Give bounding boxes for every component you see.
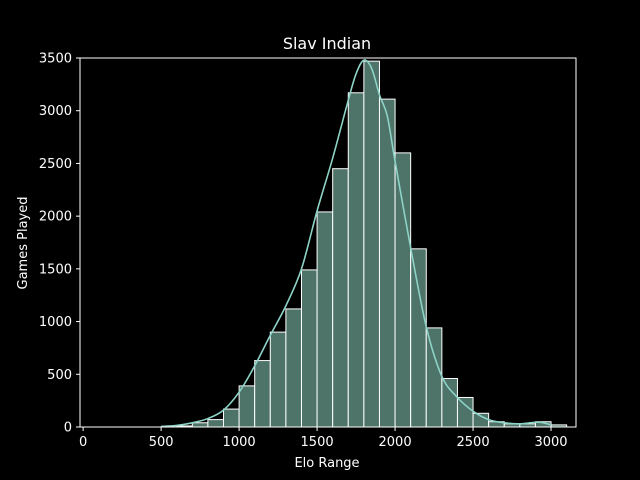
histogram-bar-8 [222,408,240,428]
histogram-bar-20 [410,248,427,428]
y-tick-label-7: 3500 [39,52,72,67]
y-tick-label-6: 3000 [39,104,72,119]
plot-frame [79,57,577,428]
x-tick-label-3: 1500 [301,435,334,450]
histogram-bar-14 [316,211,334,428]
chart-title: Slav Indian [283,34,371,53]
bars-group [160,60,568,428]
y-tick-label-2: 1000 [39,315,72,330]
histogram-bar-23 [456,396,474,428]
histogram-bar-10 [254,360,271,428]
histogram-bar-22 [441,378,458,428]
histogram-bar-19 [394,152,412,428]
histogram-bar-17 [363,60,380,428]
histogram-bar-11 [269,331,287,428]
y-axis-label: Games Played [16,197,31,290]
histogram-bar-9 [238,385,256,428]
x-tick-label-6: 3000 [534,435,567,450]
x-tick-label-1: 500 [149,435,174,450]
x-axis-ticks: 0 500 1000 1500 2000 2500 3000 [79,427,568,450]
y-tick-label-0: 0 [64,421,72,436]
x-tick-label-2: 1000 [223,435,256,450]
y-axis-ticks: 0 500 1000 1500 2000 2500 3000 3500 [39,52,80,436]
y-tick-label-4: 2000 [39,210,72,225]
x-axis-label: Elo Range [294,456,359,471]
histogram-bar-12 [285,308,302,428]
y-tick-label-5: 2500 [39,157,72,172]
x-tick-label-4: 2000 [379,435,412,450]
y-tick-label-3: 1500 [39,262,72,277]
histogram-bar-7 [207,419,224,428]
histogram-bar-16 [347,92,365,428]
histogram-bar-21 [425,327,443,428]
histogram-bar-6 [191,422,209,428]
histogram-bar-15 [332,168,349,428]
x-tick-label-5: 2500 [457,435,490,450]
histogram-bar-13 [300,269,318,428]
kde-curve [161,59,552,428]
x-tick-label-0: 0 [79,435,87,450]
y-tick-label-1: 500 [47,368,72,383]
